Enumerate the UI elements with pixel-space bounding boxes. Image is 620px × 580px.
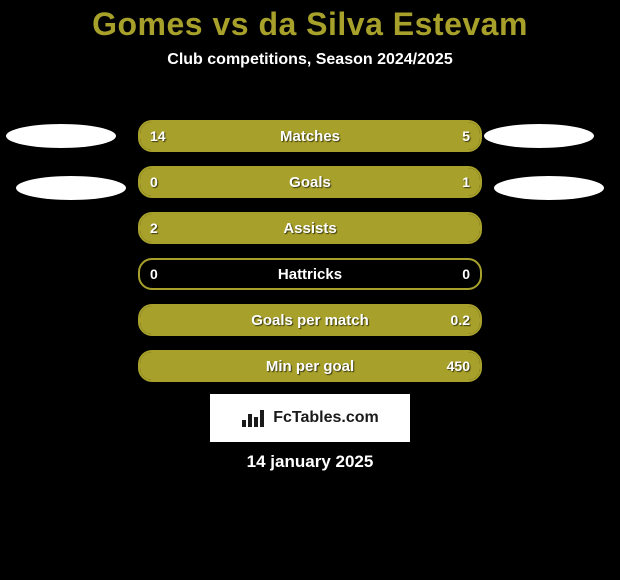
stat-row: 01Goals — [138, 166, 482, 198]
stat-row: 2Assists — [138, 212, 482, 244]
brand-text: FcTables.com — [273, 409, 379, 427]
stat-value-right: 0 — [462, 260, 470, 288]
stat-fill-right — [391, 122, 480, 150]
stat-row: 0 0Hattricks — [138, 258, 482, 290]
stat-fill-right — [140, 352, 480, 380]
stat-fill-left — [140, 122, 391, 150]
stat-value-left: 0 — [150, 260, 158, 288]
title: Gomes vs da Silva Estevam — [0, 0, 620, 43]
stat-rows: 145Matches 01Goals 2Assists 0 0Hattricks 0.2G… — [138, 120, 482, 396]
subtitle: Club competitions, Season 2024/2025 — [0, 51, 620, 69]
stat-fill-right — [140, 306, 480, 334]
stat-fill-left — [140, 214, 480, 242]
comparison-card: Gomes vs da Silva Estevam Club competiti… — [0, 0, 620, 580]
brand-badge: FcTables.com — [210, 394, 410, 442]
date-text: 14 january 2025 — [0, 452, 620, 472]
stat-row: 450Min per goal — [138, 350, 482, 382]
stat-row: 0.2Goals per match — [138, 304, 482, 336]
team-chip — [16, 176, 126, 200]
team-chip — [494, 176, 604, 200]
stat-fill-right — [140, 168, 480, 196]
team-chip — [484, 124, 594, 148]
stat-row: 145Matches — [138, 120, 482, 152]
team-chip — [6, 124, 116, 148]
brand-bars-icon — [241, 408, 267, 428]
stat-label: Hattricks — [140, 260, 480, 288]
